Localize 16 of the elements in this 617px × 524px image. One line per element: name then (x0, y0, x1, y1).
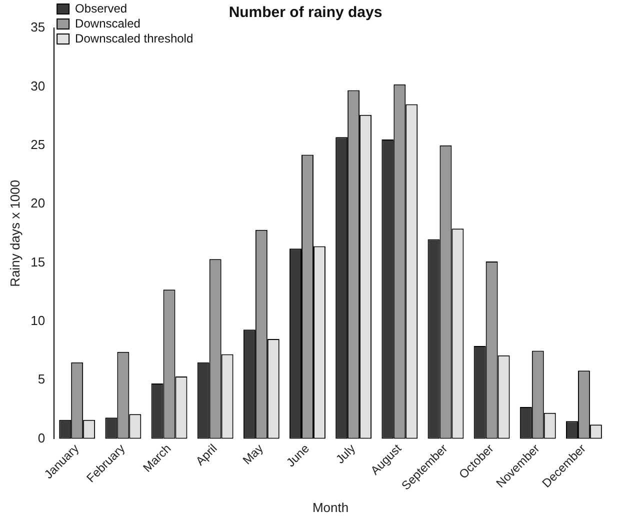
y-tick-label: 10 (30, 312, 46, 328)
legend-label: Downscaled threshold (75, 31, 194, 46)
y-tick-label: 30 (30, 78, 46, 94)
y-tick-label: 5 (38, 372, 46, 387)
x-tick-label: July (333, 441, 358, 466)
x-tick-label: May (240, 441, 266, 468)
y-tick-label: 15 (30, 254, 46, 270)
legend-label: Observed (75, 1, 128, 16)
chart-title: Number of rainy days (228, 4, 382, 22)
legend-label: Downscaled (75, 16, 140, 30)
x-axis-title: Month (312, 500, 349, 515)
y-tick-label: 25 (30, 136, 46, 152)
y-tick-label: 0 (38, 430, 46, 446)
y-tick-label: 35 (30, 20, 46, 35)
y-tick-label: 20 (30, 196, 46, 211)
y-axis-title: Rainy days x 1000 (7, 180, 22, 287)
